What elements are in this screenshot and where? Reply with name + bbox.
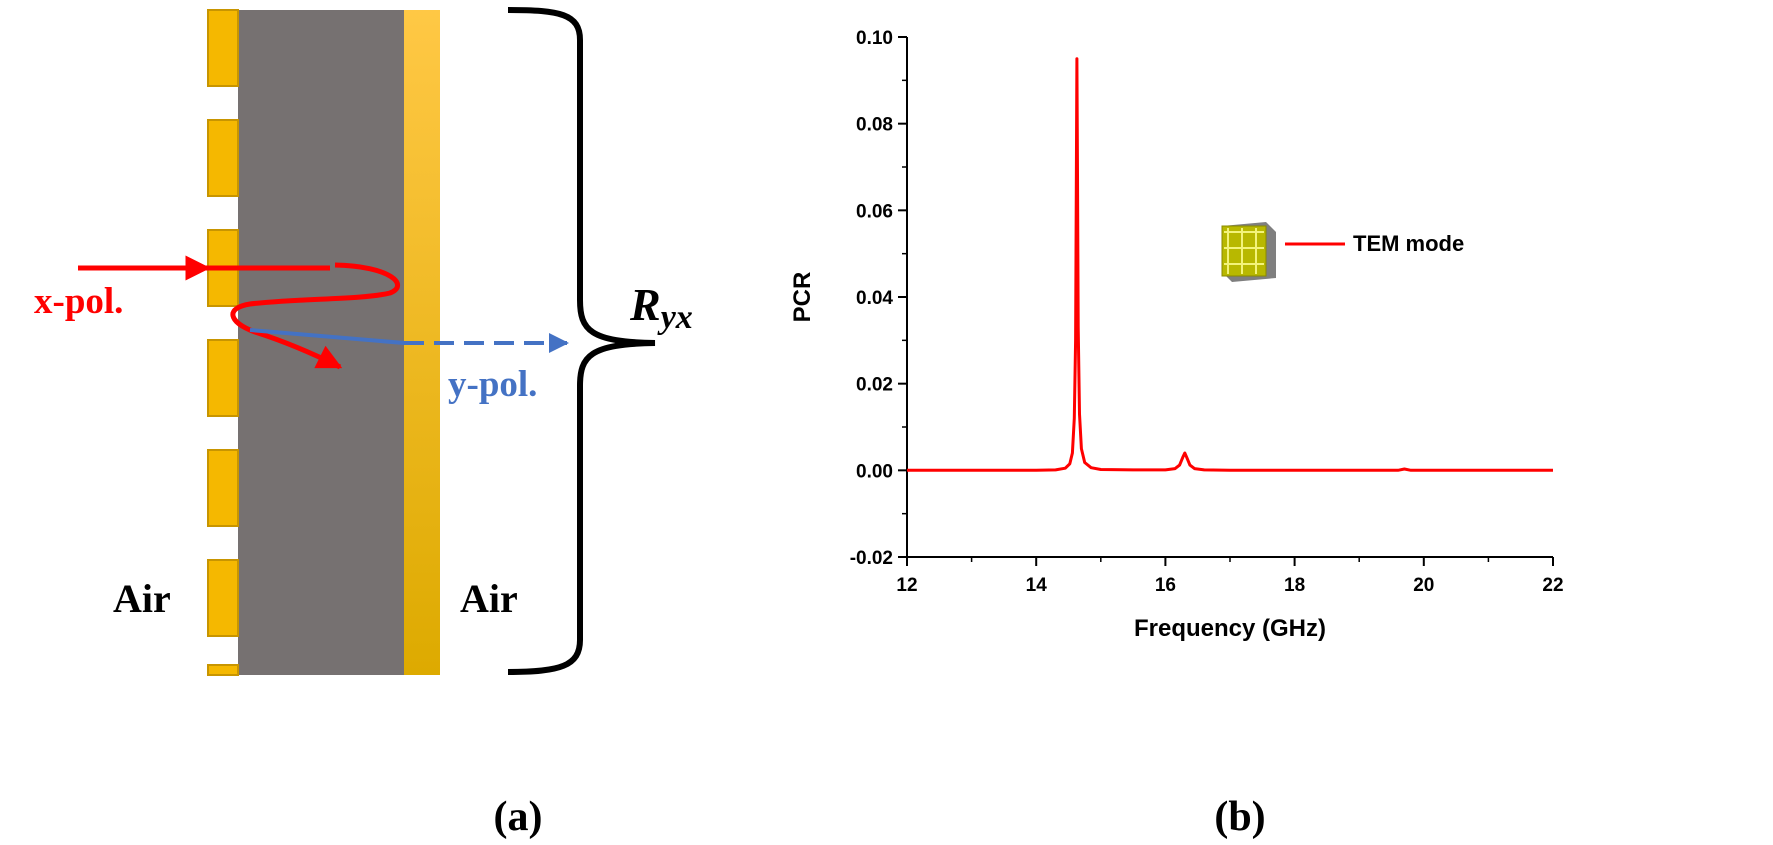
panel-b-caption: (b) (1214, 794, 1265, 840)
air-label-right: Air (460, 576, 518, 621)
y-tick-label: 0.08 (856, 115, 893, 136)
reflected-wave-solid (249, 328, 405, 345)
y-tick-label: 0.10 (856, 28, 893, 49)
series-line-tem-mode (907, 57, 1553, 472)
reflection-coefficient-label: Ryx (629, 279, 693, 336)
air-label-left: Air (113, 576, 171, 621)
metal-patch (207, 664, 239, 676)
legend-label: TEM mode (1353, 231, 1464, 256)
metal-patch (207, 9, 239, 87)
metal-patch (207, 559, 239, 637)
y-tick-label: 0.04 (856, 288, 893, 309)
y-tick-label: 0.00 (856, 461, 893, 482)
x-tick-label: 14 (1026, 575, 1048, 596)
x-tick-label: 12 (896, 575, 917, 596)
metal-patch (207, 119, 239, 197)
metasurface-unit-cell-icon (1221, 222, 1276, 282)
chart-legend: TEM mode (1221, 222, 1464, 282)
unit-cell-face (1221, 225, 1267, 277)
metal-patch (207, 449, 239, 527)
panel-b-chart: 12 14 16 18 20 22 -0.02 0.00 0.02 0.04 0.06 0.08 0.1… (789, 28, 1564, 840)
multiple-reflection-loop (230, 262, 400, 370)
y-tick-label: 0.06 (856, 201, 893, 222)
panel-a-caption: (a) (494, 794, 543, 840)
y-tick-label: 0.02 (856, 375, 893, 396)
metal-patch (207, 339, 239, 417)
panel-a-schematic: x-pol. y-pol. Air Air Ryx (a) (34, 7, 693, 840)
metal-patch-array (207, 9, 239, 676)
x-tick-label: 16 (1155, 575, 1176, 596)
curly-brace (507, 7, 656, 675)
x-axis-label: Frequency (GHz) (1134, 615, 1326, 642)
x-tick-label: 18 (1284, 575, 1305, 596)
reflected-polarization-label: y-pol. (448, 364, 537, 405)
y-tick-label: -0.02 (850, 548, 893, 569)
x-tick-label: 20 (1413, 575, 1434, 596)
x-tick-label: 22 (1542, 575, 1563, 596)
incident-polarization-label: x-pol. (34, 281, 123, 322)
y-axis-label: PCR (789, 272, 816, 323)
